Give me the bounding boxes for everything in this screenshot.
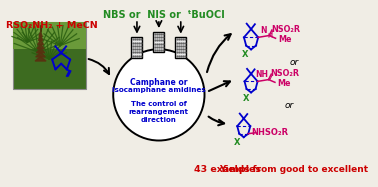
Polygon shape — [38, 36, 43, 40]
Bar — [132, 37, 143, 58]
Text: X: X — [242, 50, 248, 59]
Bar — [175, 37, 186, 58]
Circle shape — [113, 49, 204, 140]
Text: Yields from good to excellent: Yields from good to excellent — [219, 165, 369, 174]
Polygon shape — [37, 44, 44, 49]
Text: N: N — [260, 26, 267, 35]
Polygon shape — [39, 32, 42, 36]
Text: or: or — [285, 101, 294, 110]
Polygon shape — [36, 48, 45, 53]
Text: RSO₂NH₂ + MeCN: RSO₂NH₂ + MeCN — [6, 21, 98, 30]
Text: isocamphane amidines: isocamphane amidines — [112, 87, 206, 93]
Text: X: X — [242, 94, 249, 102]
Bar — [13, 22, 86, 89]
Polygon shape — [36, 52, 45, 57]
Text: NBS or  NIS or  ᵗBuOCl: NBS or NIS or ᵗBuOCl — [102, 10, 224, 19]
Bar — [153, 32, 164, 52]
Text: Me: Me — [278, 35, 292, 44]
Text: X: X — [234, 138, 241, 147]
Text: H: H — [267, 33, 273, 39]
Text: 43 examples: 43 examples — [194, 165, 261, 174]
Text: NHSO₂R: NHSO₂R — [251, 128, 288, 137]
Polygon shape — [35, 56, 46, 61]
Text: or: or — [289, 58, 299, 67]
Bar — [13, 22, 86, 49]
Text: Me: Me — [278, 79, 291, 88]
Text: direction: direction — [141, 117, 177, 122]
Polygon shape — [38, 40, 43, 45]
Text: NH: NH — [256, 70, 269, 79]
Text: rearrangement: rearrangement — [129, 109, 189, 115]
Text: NSO₂R: NSO₂R — [271, 25, 300, 34]
Text: Camphane or: Camphane or — [130, 78, 187, 87]
Text: The control of: The control of — [131, 101, 187, 107]
Text: NSO₂R: NSO₂R — [270, 69, 299, 78]
